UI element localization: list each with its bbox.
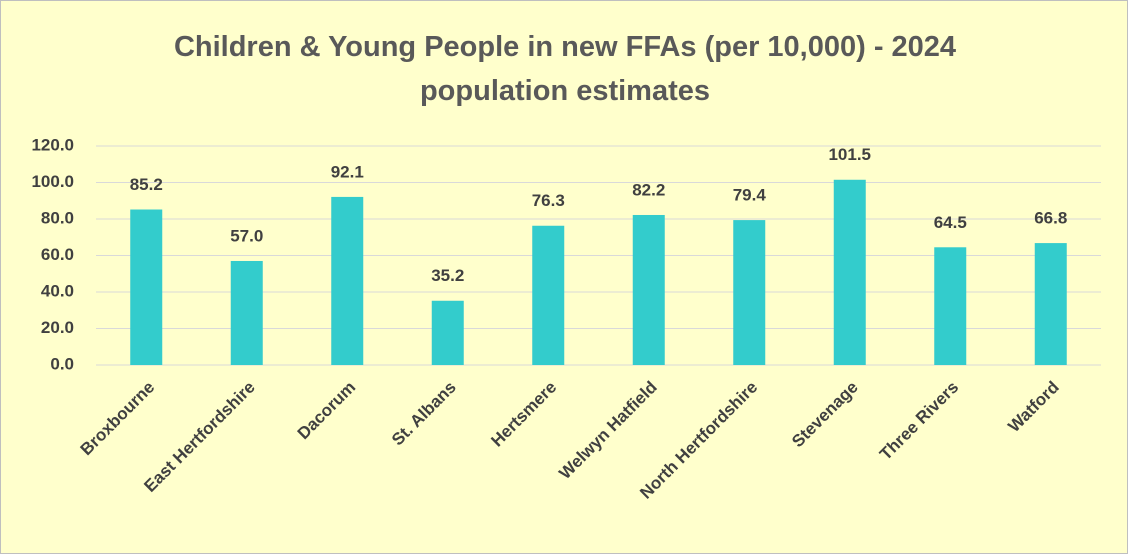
value-label: 82.2 [632, 180, 665, 199]
y-tick-label: 120.0 [31, 135, 74, 154]
x-tick-label: Broxbourne [77, 378, 159, 460]
x-tick-label: St. Albans [388, 378, 460, 450]
bar [632, 214, 665, 365]
value-label: 101.5 [828, 145, 871, 164]
x-tick-label: Hertsmere [487, 378, 560, 451]
bar [431, 300, 464, 365]
x-tick-label: East Hertfordshire [140, 378, 258, 496]
bar [230, 260, 263, 365]
value-label: 66.8 [1034, 209, 1067, 228]
y-tick-label: 40.0 [41, 281, 74, 300]
value-label: 64.5 [934, 213, 967, 232]
bar [1034, 243, 1067, 365]
y-tick-label: 60.0 [41, 245, 74, 264]
value-label: 92.1 [331, 162, 364, 181]
x-tick-label: Stevenage [788, 378, 862, 452]
y-tick-label: 80.0 [41, 208, 74, 227]
value-label: 35.2 [431, 266, 464, 285]
value-label: 79.4 [733, 186, 767, 205]
bar [532, 225, 565, 365]
x-tick-label: Dacorum [294, 378, 360, 444]
chart-title: Children & Young People in new FFAs (per… [173, 31, 957, 107]
bar [130, 209, 163, 365]
value-label: 85.2 [130, 175, 163, 194]
bar [733, 220, 766, 365]
x-tick-label: Welwyn Hatfield [555, 378, 660, 483]
bar [331, 196, 364, 365]
y-tick-label: 20.0 [41, 318, 74, 337]
bar [833, 179, 866, 365]
y-tick-label: 100.0 [31, 172, 74, 191]
value-label: 76.3 [532, 191, 565, 210]
y-tick-label: 0.0 [50, 354, 74, 373]
bar [934, 247, 967, 365]
value-label: 57.0 [230, 226, 263, 245]
x-tick-label: Three Rivers [876, 378, 962, 464]
x-tick-label: Watford [1004, 378, 1062, 436]
